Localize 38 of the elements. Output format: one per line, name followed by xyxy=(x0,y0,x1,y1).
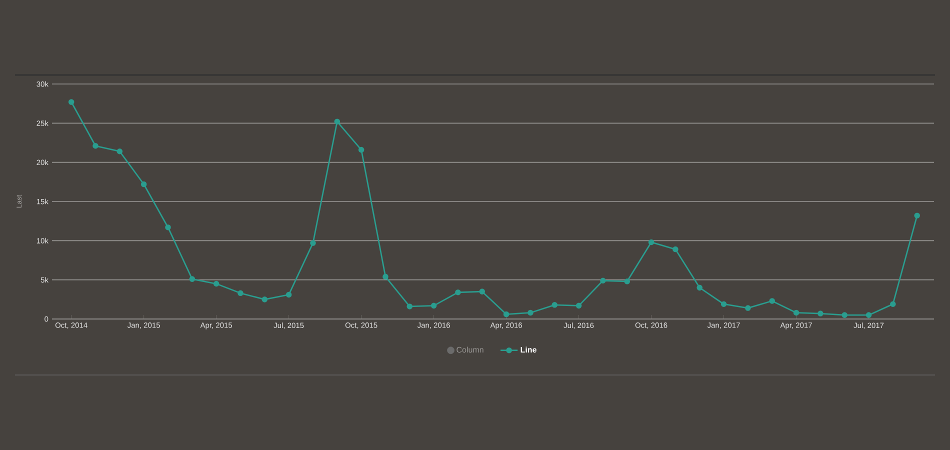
point xyxy=(406,304,413,310)
point xyxy=(552,302,558,308)
point xyxy=(213,280,220,287)
point xyxy=(92,142,98,149)
point xyxy=(140,181,147,188)
point xyxy=(68,99,74,105)
point xyxy=(503,311,510,318)
legend-label: Column xyxy=(456,346,484,353)
point xyxy=(286,292,292,298)
point xyxy=(648,239,654,246)
point xyxy=(479,288,486,294)
point xyxy=(238,290,244,296)
point xyxy=(769,298,776,304)
point xyxy=(600,278,606,284)
point xyxy=(672,246,678,252)
point xyxy=(842,312,848,318)
point xyxy=(914,212,920,218)
point xyxy=(165,224,171,230)
point xyxy=(576,302,582,309)
point xyxy=(528,310,534,316)
point xyxy=(382,274,388,280)
point xyxy=(793,310,800,316)
point xyxy=(890,301,896,308)
point xyxy=(720,301,727,308)
point xyxy=(455,289,461,296)
legend-label: Line xyxy=(520,346,536,353)
point xyxy=(745,305,751,311)
point xyxy=(189,276,196,282)
point xyxy=(624,278,630,284)
point xyxy=(116,148,123,154)
point xyxy=(358,146,364,153)
point xyxy=(696,284,703,291)
point xyxy=(866,312,872,318)
point xyxy=(430,302,437,309)
point xyxy=(334,118,340,124)
point xyxy=(310,240,316,246)
point xyxy=(818,310,824,316)
point xyxy=(262,296,268,302)
